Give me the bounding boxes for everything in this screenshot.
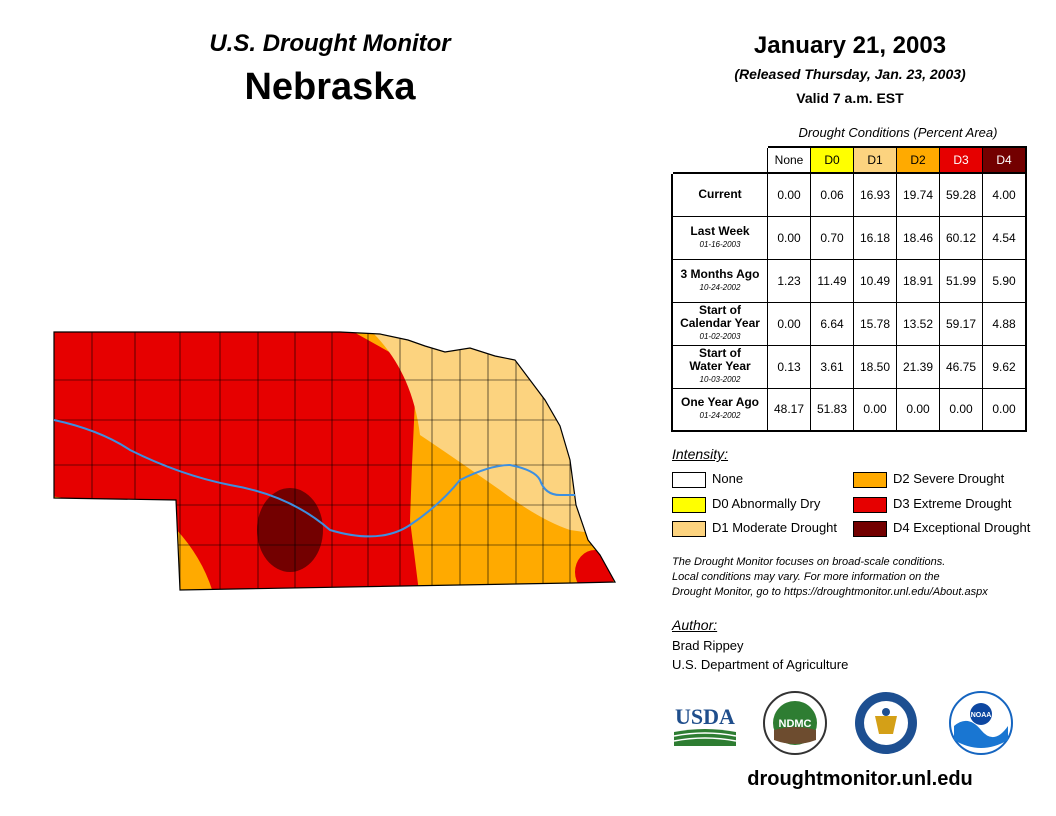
value-cell: 6.64 bbox=[810, 301, 854, 346]
row-date: 01-02-2003 bbox=[699, 332, 741, 341]
value-cell: 18.50 bbox=[853, 344, 897, 389]
map-date: January 21, 2003 bbox=[753, 32, 947, 59]
d2-region-southwest bbox=[175, 528, 215, 590]
col-d1: D1 bbox=[853, 146, 897, 174]
col-d3: D3 bbox=[939, 146, 983, 174]
legend-item-d1: D1 Moderate Drought bbox=[672, 520, 837, 537]
row-label: Last Week 01-16-2003 bbox=[671, 215, 768, 260]
state-title: Nebraska bbox=[244, 66, 416, 108]
monitor-title: U.S. Drought Monitor bbox=[209, 30, 451, 57]
value-cell: 0.00 bbox=[767, 215, 811, 260]
col-d4: D4 bbox=[982, 146, 1027, 174]
value-cell: 3.61 bbox=[810, 344, 854, 389]
value-cell: 0.00 bbox=[939, 387, 983, 432]
value-cell: 0.00 bbox=[767, 172, 811, 217]
value-cell: 0.00 bbox=[853, 387, 897, 432]
col-none: None bbox=[767, 146, 811, 174]
value-cell: 18.91 bbox=[896, 258, 940, 303]
table-header-row: None D0 D1 D2 D3 D4 bbox=[671, 146, 1027, 174]
row-date: 01-16-2003 bbox=[699, 239, 741, 249]
value-cell: 59.28 bbox=[939, 172, 983, 217]
table-row: Last Week 01-16-2003 0.00 0.70 16.18 18.4… bbox=[671, 215, 1027, 260]
legend-swatch bbox=[672, 496, 706, 513]
value-cell: 59.17 bbox=[939, 301, 983, 346]
site-url[interactable]: droughtmonitor.unl.edu bbox=[747, 768, 973, 790]
intensity-title: Intensity: bbox=[672, 446, 729, 462]
value-cell: 18.46 bbox=[896, 215, 940, 260]
value-cell: 21.39 bbox=[896, 344, 940, 389]
disclaimer-note: The Drought Monitor focuses on broad-sca… bbox=[672, 556, 988, 598]
legend-item-d4: D4 Exceptional Drought bbox=[853, 520, 1030, 537]
row-date: 10-03-2002 bbox=[699, 375, 741, 384]
author-org: U.S. Department of Agriculture bbox=[672, 657, 849, 672]
nebraska-drought-map bbox=[53, 331, 617, 591]
col-d2: D2 bbox=[896, 146, 940, 174]
header-blank bbox=[671, 146, 768, 173]
row-label: One Year Ago 01-24-2002 bbox=[671, 387, 768, 432]
row-label: Start of Calendar Year 01-02-2003 bbox=[671, 301, 768, 346]
legend-swatch bbox=[853, 471, 887, 488]
row-date: 01-24-2002 bbox=[699, 411, 741, 421]
value-cell: 19.74 bbox=[896, 172, 940, 217]
drought-conditions-table: None D0 D1 D2 D3 D4 Current 0.00 0.06 16… bbox=[671, 146, 1027, 432]
author-name: Brad Rippey bbox=[672, 638, 744, 653]
legend-item-d2: D2 Severe Drought bbox=[853, 471, 1004, 488]
value-cell: 46.75 bbox=[939, 344, 983, 389]
table-row: One Year Ago 01-24-2002 48.17 51.83 0.00 … bbox=[671, 387, 1027, 432]
about-link[interactable]: Drought Monitor, go to https://droughtmo… bbox=[672, 586, 988, 598]
table-row: Start of Water Year 10-03-2002 0.13 3.61 1… bbox=[671, 344, 1027, 389]
value-cell: 1.23 bbox=[767, 258, 811, 303]
value-cell: 4.54 bbox=[982, 215, 1027, 260]
value-cell: 11.49 bbox=[810, 258, 854, 303]
value-cell: 60.12 bbox=[939, 215, 983, 260]
author-title: Author: bbox=[672, 617, 718, 633]
value-cell: 4.00 bbox=[982, 172, 1027, 217]
noaa-logo: NOAA bbox=[949, 691, 1013, 755]
row-label: Current bbox=[671, 172, 768, 217]
value-cell: 0.70 bbox=[810, 215, 854, 260]
table-caption: Drought Conditions (Percent Area) bbox=[798, 125, 998, 140]
value-cell: 51.99 bbox=[939, 258, 983, 303]
svg-text:USDA: USDA bbox=[675, 704, 735, 729]
legend-swatch bbox=[672, 520, 706, 537]
legend-swatch bbox=[853, 520, 887, 537]
legend-swatch bbox=[853, 496, 887, 513]
value-cell: 5.90 bbox=[982, 258, 1027, 303]
value-cell: 16.18 bbox=[853, 215, 897, 260]
platte-river bbox=[53, 419, 575, 538]
value-cell: 0.00 bbox=[767, 301, 811, 346]
usda-logo: USDA bbox=[673, 704, 737, 746]
state-border bbox=[53, 331, 617, 591]
value-cell: 4.88 bbox=[982, 301, 1027, 346]
value-cell: 10.49 bbox=[853, 258, 897, 303]
table-row: 3 Months Ago 10-24-2002 1.23 11.49 10.49 … bbox=[671, 258, 1027, 303]
value-cell: 13.52 bbox=[896, 301, 940, 346]
legend-swatch bbox=[672, 471, 706, 488]
value-cell: 16.93 bbox=[853, 172, 897, 217]
value-cell: 0.00 bbox=[896, 387, 940, 432]
value-cell: 15.78 bbox=[853, 301, 897, 346]
svg-text:NOAA: NOAA bbox=[971, 712, 992, 719]
table-row: Current 0.00 0.06 16.93 19.74 59.28 4.00 bbox=[671, 172, 1027, 217]
legend-item-none: None bbox=[672, 471, 743, 488]
value-cell: 48.17 bbox=[767, 387, 811, 432]
svg-text:NDMC: NDMC bbox=[779, 718, 812, 730]
value-cell: 0.06 bbox=[810, 172, 854, 217]
table-row: Start of Calendar Year 01-02-2003 0.00 6.6… bbox=[671, 301, 1027, 346]
col-d0: D0 bbox=[810, 146, 854, 174]
row-label: 3 Months Ago 10-24-2002 bbox=[671, 258, 768, 303]
d4-region bbox=[257, 488, 323, 572]
value-cell: 9.62 bbox=[982, 344, 1027, 389]
value-cell: 0.13 bbox=[767, 344, 811, 389]
row-label: Start of Water Year 10-03-2002 bbox=[671, 344, 768, 389]
legend-item-d0: D0 Abnormally Dry bbox=[672, 496, 820, 513]
row-date: 10-24-2002 bbox=[699, 282, 741, 292]
legend-item-d3: D3 Extreme Drought bbox=[853, 496, 1012, 513]
doc-seal-logo bbox=[855, 692, 917, 754]
valid-time: Valid 7 a.m. EST bbox=[796, 90, 904, 106]
value-cell: 51.83 bbox=[810, 387, 854, 432]
ndmc-logo: NDMC bbox=[763, 691, 827, 755]
release-date: (Released Thursday, Jan. 23, 2003) bbox=[734, 66, 966, 82]
value-cell: 0.00 bbox=[982, 387, 1027, 432]
